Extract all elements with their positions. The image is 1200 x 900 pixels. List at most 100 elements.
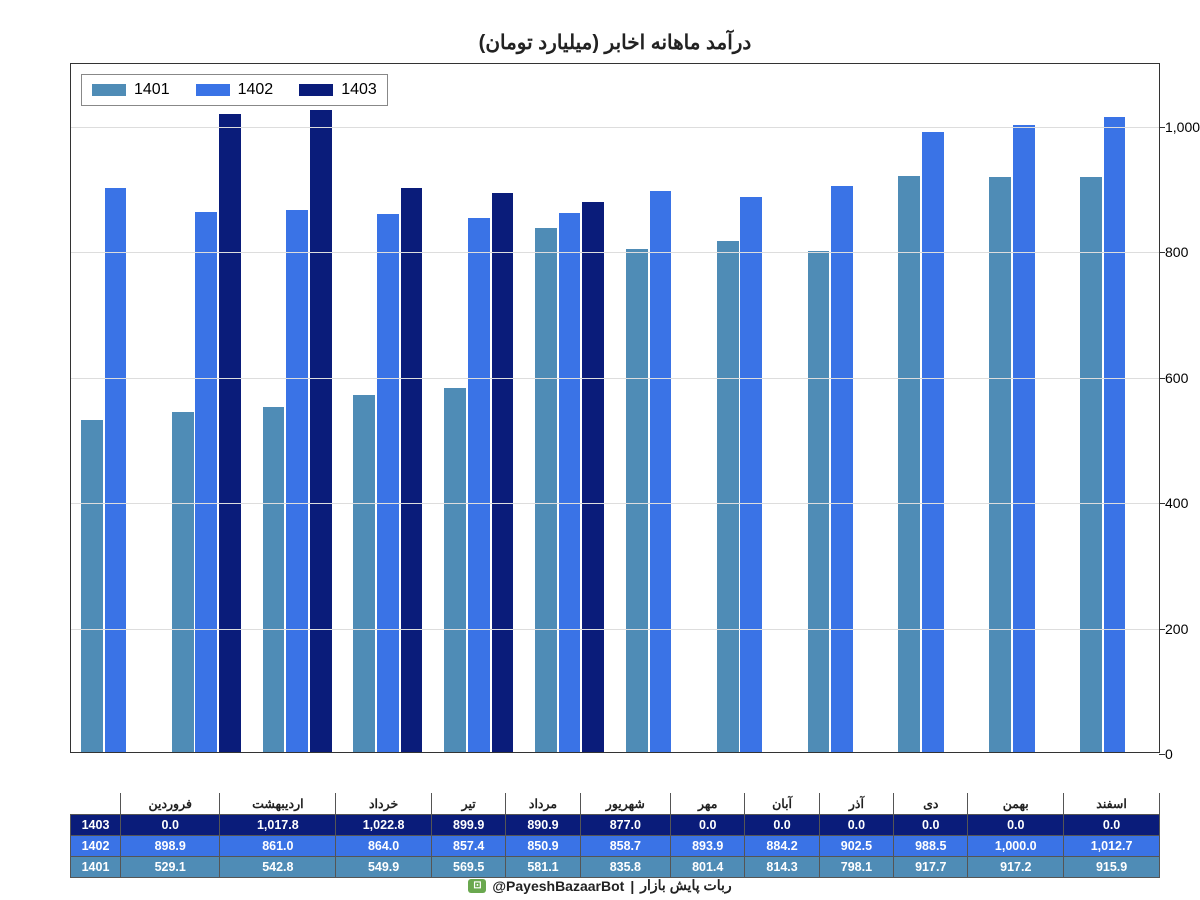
bar bbox=[377, 214, 399, 752]
bar bbox=[1080, 177, 1102, 752]
bar bbox=[310, 110, 332, 752]
bar bbox=[219, 114, 241, 752]
bar bbox=[922, 132, 944, 752]
y-tick-label: 200 bbox=[1165, 621, 1200, 637]
bar bbox=[263, 407, 285, 752]
table-cell: 1,012.7 bbox=[1064, 836, 1160, 857]
y-tick-label: 400 bbox=[1165, 495, 1200, 511]
bar bbox=[444, 388, 466, 753]
bar bbox=[535, 228, 557, 752]
footer-handle: @PayeshBazaarBot bbox=[492, 878, 624, 894]
bar bbox=[740, 197, 762, 752]
table-month: آبان bbox=[745, 793, 819, 815]
table-cell: 850.9 bbox=[506, 836, 580, 857]
bot-icon bbox=[468, 879, 486, 893]
table-cell: 0.0 bbox=[894, 815, 968, 836]
bar bbox=[559, 213, 581, 752]
table-month: اسفند bbox=[1064, 793, 1160, 815]
table-month: دی bbox=[894, 793, 968, 815]
table-cell: 835.8 bbox=[580, 857, 670, 878]
table-cell: 893.9 bbox=[671, 836, 745, 857]
table-month: فروردین bbox=[121, 793, 220, 815]
table-cell: 1,000.0 bbox=[968, 836, 1064, 857]
table-row-label: 1403 bbox=[71, 815, 121, 836]
grid-line bbox=[71, 629, 1159, 630]
table-row-label: 1402 bbox=[71, 836, 121, 857]
footer: ربات پایش بازار | @PayeshBazaarBot bbox=[0, 877, 1200, 894]
bar bbox=[401, 188, 423, 752]
plot-area: 02004006008001,000 140114021403 bbox=[70, 63, 1160, 753]
chart-title: درآمد ماهانه اخابر (میلیارد تومان) bbox=[70, 30, 1160, 55]
table-cell: 0.0 bbox=[968, 815, 1064, 836]
table-cell: 1,017.8 bbox=[220, 815, 336, 836]
bar bbox=[626, 249, 648, 752]
table-month: آذر bbox=[819, 793, 893, 815]
table-cell: 549.9 bbox=[336, 857, 432, 878]
bar bbox=[468, 218, 490, 752]
legend-item: 1401 bbox=[92, 81, 170, 99]
table-cell: 0.0 bbox=[121, 815, 220, 836]
bar bbox=[195, 212, 217, 752]
table-cell: 861.0 bbox=[220, 836, 336, 857]
table-cell: 0.0 bbox=[671, 815, 745, 836]
table-cell: 898.9 bbox=[121, 836, 220, 857]
bar bbox=[650, 191, 672, 752]
bar bbox=[582, 202, 604, 752]
legend-swatch bbox=[196, 84, 230, 96]
bar bbox=[989, 177, 1011, 752]
table-cell: 0.0 bbox=[745, 815, 819, 836]
chart-container: درآمد ماهانه اخابر (میلیارد تومان) 02004… bbox=[70, 30, 1160, 790]
grid-line bbox=[71, 127, 1159, 128]
table-cell: 581.1 bbox=[506, 857, 580, 878]
table-cell: 798.1 bbox=[819, 857, 893, 878]
bar bbox=[898, 176, 920, 752]
legend-item: 1402 bbox=[196, 81, 274, 99]
table-month: بهمن bbox=[968, 793, 1064, 815]
table-cell: 884.2 bbox=[745, 836, 819, 857]
bar bbox=[286, 210, 308, 752]
table-cell: 1,022.8 bbox=[336, 815, 432, 836]
legend-label: 1402 bbox=[238, 81, 274, 99]
table-cell: 569.5 bbox=[431, 857, 505, 878]
table-cell: 0.0 bbox=[819, 815, 893, 836]
bar bbox=[105, 188, 127, 752]
footer-sep: | bbox=[630, 878, 634, 894]
table-cell: 858.7 bbox=[580, 836, 670, 857]
table-cell: 857.4 bbox=[431, 836, 505, 857]
bar bbox=[172, 412, 194, 752]
table-row-label: 1401 bbox=[71, 857, 121, 878]
y-tick-label: 800 bbox=[1165, 244, 1200, 260]
table-month: شهریور bbox=[580, 793, 670, 815]
bar bbox=[808, 251, 830, 752]
grid-line bbox=[71, 378, 1159, 379]
bar bbox=[717, 241, 739, 752]
bar bbox=[492, 193, 514, 752]
table-month: مرداد bbox=[506, 793, 580, 815]
legend-swatch bbox=[92, 84, 126, 96]
table-cell: 915.9 bbox=[1064, 857, 1160, 878]
table-month: خرداد bbox=[336, 793, 432, 815]
table-month: اردیبهشت bbox=[220, 793, 336, 815]
table-cell: 801.4 bbox=[671, 857, 745, 878]
y-tick-label: 1,000 bbox=[1165, 119, 1200, 135]
table-cell: 890.9 bbox=[506, 815, 580, 836]
table-cell: 864.0 bbox=[336, 836, 432, 857]
y-tick-label: 600 bbox=[1165, 370, 1200, 386]
bar bbox=[81, 420, 103, 752]
data-table: فروردیناردیبهشتخردادتیرمردادشهریورمهرآبا… bbox=[70, 793, 1160, 878]
bars-group bbox=[71, 64, 1159, 752]
legend: 1401 1402 1403 bbox=[81, 74, 388, 106]
grid-line bbox=[71, 503, 1159, 504]
table-cell: 877.0 bbox=[580, 815, 670, 836]
table-cell: 988.5 bbox=[894, 836, 968, 857]
bar bbox=[831, 186, 853, 752]
table-cell: 917.2 bbox=[968, 857, 1064, 878]
table-cell: 529.1 bbox=[121, 857, 220, 878]
bar bbox=[1104, 117, 1126, 752]
bar bbox=[353, 395, 375, 752]
table-cell: 542.8 bbox=[220, 857, 336, 878]
legend-item: 1403 bbox=[299, 81, 377, 99]
footer-text: ربات پایش بازار bbox=[640, 877, 731, 894]
table-month: تیر bbox=[431, 793, 505, 815]
table-cell: 814.3 bbox=[745, 857, 819, 878]
